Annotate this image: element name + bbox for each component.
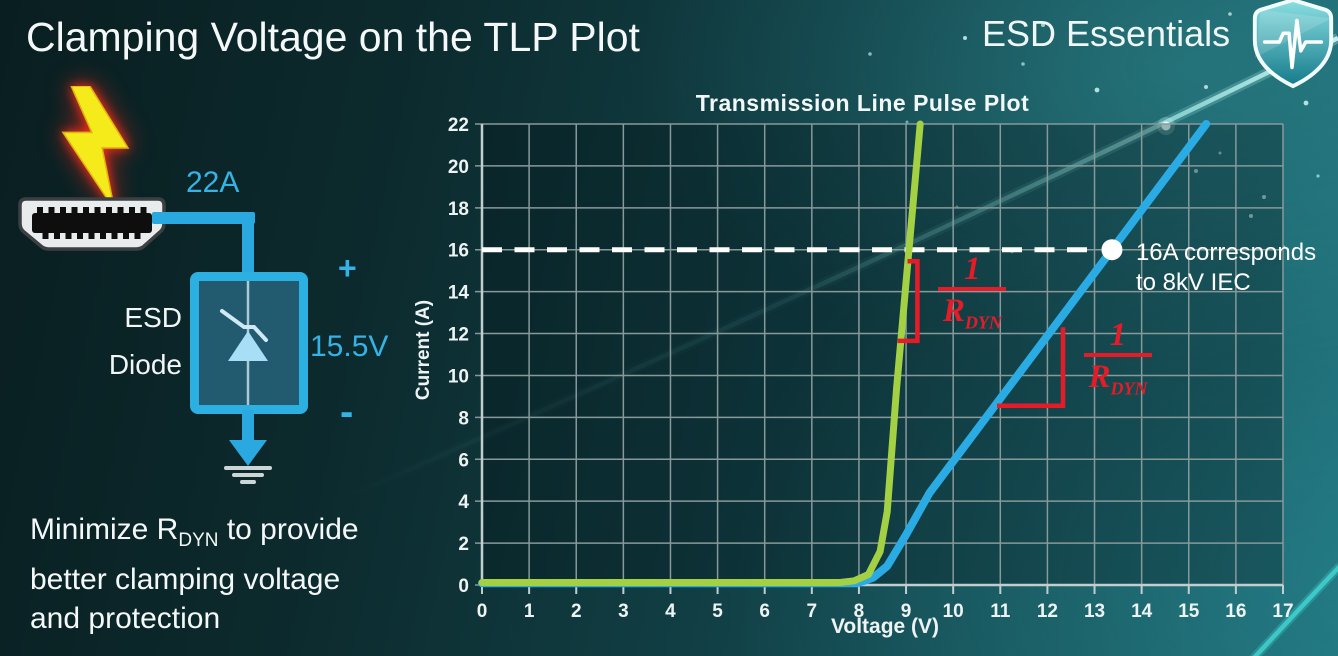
x-tick-label: 12 xyxy=(1037,601,1058,622)
hdmi-connector-icon xyxy=(18,197,166,251)
x-tick-label: 0 xyxy=(477,601,488,622)
esd-diode-box xyxy=(190,272,308,414)
note-subscript: DYN xyxy=(178,530,219,551)
lightning-bolt-icon xyxy=(61,86,130,211)
x-tick-label: 14 xyxy=(1131,601,1153,622)
y-tick-label: 2 xyxy=(458,534,469,555)
x-tick-label: 13 xyxy=(1084,601,1105,622)
shield-pulse-icon xyxy=(1252,0,1334,89)
tlp-chart: Transmission Line Pulse Plot Current (A)… xyxy=(405,88,1338,656)
plot-canvas: 0 1 2 3 4 5 6 7 8 9 10 11 12 13 14 15 16 1702468101214161… xyxy=(448,115,1294,622)
x-tick-label: 8 xyxy=(854,601,865,622)
y-tick-label: 22 xyxy=(448,115,469,136)
x-tick-label: 9 xyxy=(901,601,912,622)
note-text: to provide xyxy=(218,513,359,546)
component-label-line1: ESD xyxy=(124,302,182,333)
x-tick-label: 6 xyxy=(759,601,770,622)
marker-annotation: 16A corresponds to 8kV IEC xyxy=(1135,238,1317,296)
brand-title: ESD Essentials xyxy=(982,13,1231,54)
x-tick-label: 2 xyxy=(571,601,582,622)
note-text: better clamping voltage xyxy=(30,563,341,596)
x-tick-label: 17 xyxy=(1272,601,1293,622)
y-tick-label: 8 xyxy=(458,408,469,429)
y-tick-label: 14 xyxy=(448,283,470,304)
x-tick-label: 15 xyxy=(1178,601,1200,622)
x-axis-label: Voltage (V) xyxy=(830,615,940,638)
sparkles xyxy=(868,12,1320,254)
chart-title: Transmission Line Pulse Plot xyxy=(695,90,1030,116)
note-text: and protection xyxy=(30,602,221,635)
component-label: ESD Diode xyxy=(58,294,182,388)
ground-arrow-line xyxy=(242,410,254,442)
rdyn-slope-green-fraction: 1 RDYN xyxy=(933,253,1011,340)
y-tick-label: 6 xyxy=(458,450,469,471)
corner-swoosh xyxy=(1252,564,1338,656)
polarity-minus: - xyxy=(340,390,354,434)
plot-area xyxy=(482,124,1283,585)
marker-dot xyxy=(1101,239,1123,261)
ground-arrow-head xyxy=(229,440,267,466)
x-tick-label: 5 xyxy=(712,601,723,622)
rdyn-slope-green-bracket xyxy=(897,259,920,344)
rdyn-slope-blue-fraction: 1 RDYN xyxy=(1079,319,1157,406)
x-tick-label: 7 xyxy=(807,601,818,622)
component-label-line2: Diode xyxy=(108,349,182,380)
wire-horizontal xyxy=(152,212,255,224)
x-tick-label: 3 xyxy=(618,601,629,622)
polarity-plus: + xyxy=(338,250,357,286)
x-tick-label: 10 xyxy=(943,601,964,622)
zener-diode-icon xyxy=(220,281,268,405)
clamp-voltage-label: 15.5V xyxy=(310,330,389,363)
rdyn-slope-blue-bracket xyxy=(997,327,1066,409)
x-tick-label: 16 xyxy=(1225,601,1246,622)
y-tick-label: 0 xyxy=(458,576,469,597)
swoosh-line xyxy=(339,35,1338,503)
y-tick-label: 16 xyxy=(448,241,469,262)
y-tick-label: 4 xyxy=(458,492,469,513)
x-tick-label: 1 xyxy=(524,601,535,622)
green-curve-low-rdyn xyxy=(478,120,924,586)
y-tick-label: 20 xyxy=(448,157,469,178)
y-tick-label: 12 xyxy=(448,325,469,346)
page-title: Clamping Voltage on the TLP Plot xyxy=(26,14,640,60)
wire-vertical xyxy=(242,212,254,276)
y-tick-label: 18 xyxy=(448,199,469,220)
surge-current-label: 22A xyxy=(186,166,240,199)
x-tick-label: 11 xyxy=(990,601,1011,622)
takeaway-note: Minimize RDYN to provide better clamping… xyxy=(30,510,359,638)
note-text: Minimize R xyxy=(30,513,179,546)
x-tick-label: 4 xyxy=(665,601,676,622)
y-tick-label: 10 xyxy=(448,366,469,387)
